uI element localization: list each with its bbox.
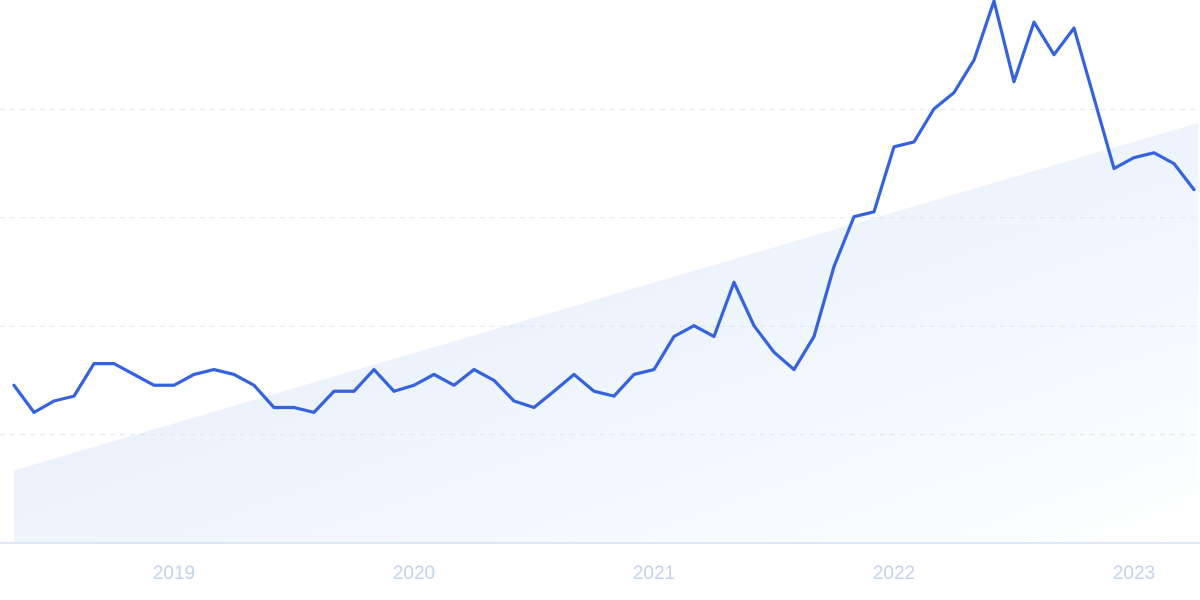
x-tick-label: 2019 — [153, 563, 195, 584]
trend-area — [14, 122, 1198, 543]
x-tick-label: 2023 — [1113, 563, 1155, 584]
x-tick-label: 2021 — [633, 563, 675, 584]
x-tick-label: 2020 — [393, 563, 435, 584]
x-tick-label: 2022 — [873, 563, 915, 584]
series-line — [12, 0, 1196, 414]
